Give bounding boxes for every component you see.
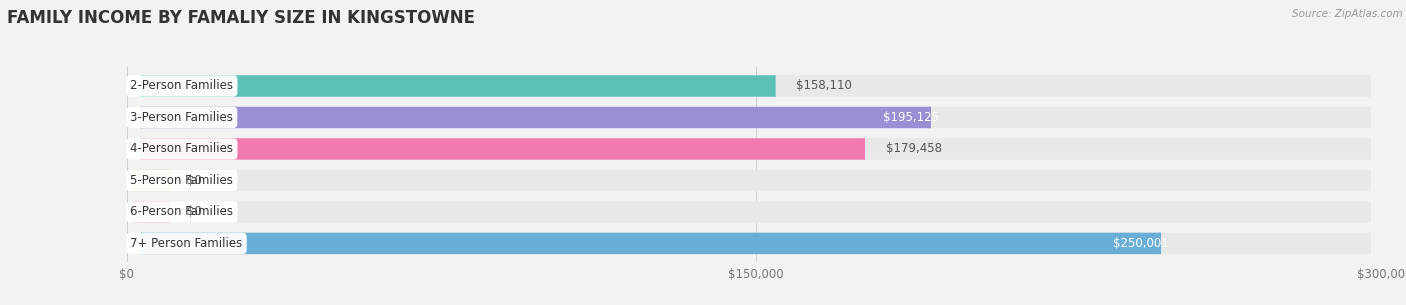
FancyBboxPatch shape [142,233,1160,254]
Text: 2-Person Families: 2-Person Families [131,80,233,92]
Text: 7+ Person Families: 7+ Person Families [131,237,243,250]
FancyBboxPatch shape [142,75,775,97]
Text: 3-Person Families: 3-Person Families [131,111,233,124]
Text: $0: $0 [187,174,202,187]
FancyBboxPatch shape [142,107,929,128]
Text: $179,458: $179,458 [886,142,942,156]
Text: Source: ZipAtlas.com: Source: ZipAtlas.com [1292,9,1403,19]
Text: 4-Person Families: 4-Person Families [131,142,233,156]
FancyBboxPatch shape [142,233,1369,254]
Text: $250,001: $250,001 [1114,237,1168,250]
Text: 6-Person Families: 6-Person Families [131,206,233,218]
Text: 5-Person Families: 5-Person Families [131,174,233,187]
FancyBboxPatch shape [134,201,169,223]
Text: $158,110: $158,110 [796,80,852,92]
FancyBboxPatch shape [142,138,1369,160]
FancyBboxPatch shape [142,138,865,160]
FancyBboxPatch shape [142,170,1369,191]
FancyBboxPatch shape [134,170,169,191]
Text: $195,125: $195,125 [883,111,939,124]
Text: FAMILY INCOME BY FAMALIY SIZE IN KINGSTOWNE: FAMILY INCOME BY FAMALIY SIZE IN KINGSTO… [7,9,475,27]
FancyBboxPatch shape [142,201,1369,223]
Text: $0: $0 [187,206,202,218]
FancyBboxPatch shape [142,75,1369,97]
FancyBboxPatch shape [142,107,1369,128]
